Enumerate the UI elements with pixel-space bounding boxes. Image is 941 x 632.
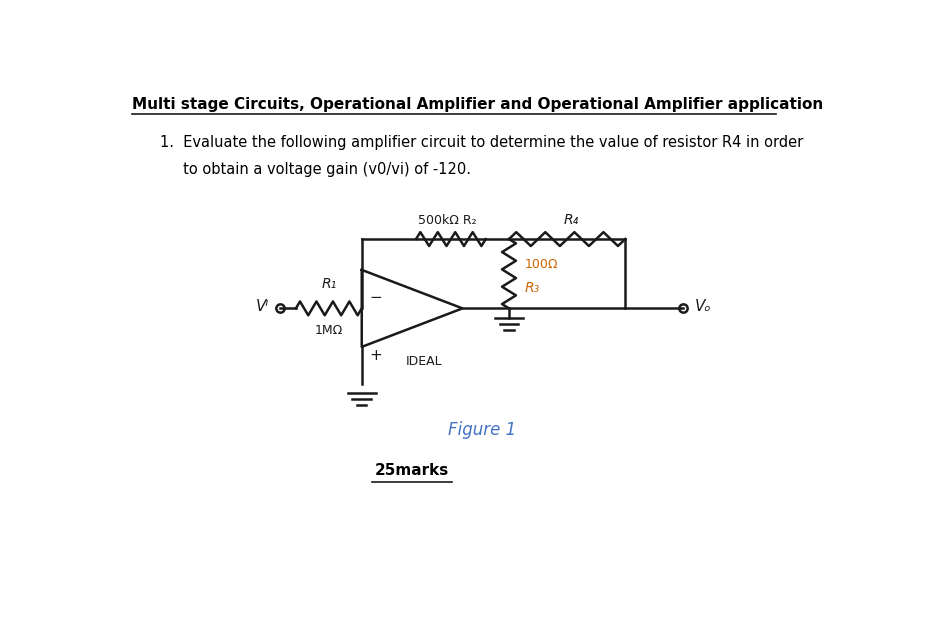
Text: −: − — [370, 290, 382, 305]
Text: R₃: R₃ — [524, 281, 540, 295]
Text: 1.  Evaluate the following amplifier circuit to determine the value of resistor : 1. Evaluate the following amplifier circ… — [160, 135, 804, 150]
Text: IDEAL: IDEAL — [406, 355, 442, 368]
Text: 25marks: 25marks — [375, 463, 449, 478]
Text: Vₒ: Vₒ — [695, 300, 711, 314]
Text: R₁: R₁ — [321, 277, 337, 291]
Text: to obtain a voltage gain (v0/vi) of -120.: to obtain a voltage gain (v0/vi) of -120… — [160, 162, 471, 177]
Text: 100Ω: 100Ω — [524, 258, 558, 271]
Text: Figure 1: Figure 1 — [448, 422, 516, 439]
Text: 500kΩ R₂: 500kΩ R₂ — [418, 214, 476, 227]
Text: R₄: R₄ — [564, 213, 579, 227]
Text: Vᴵ: Vᴵ — [256, 300, 269, 314]
Text: 1MΩ: 1MΩ — [314, 324, 343, 337]
Text: +: + — [370, 348, 382, 363]
Text: Multi stage Circuits, Operational Amplifier and Operational Amplifier applicatio: Multi stage Circuits, Operational Amplif… — [132, 97, 822, 112]
